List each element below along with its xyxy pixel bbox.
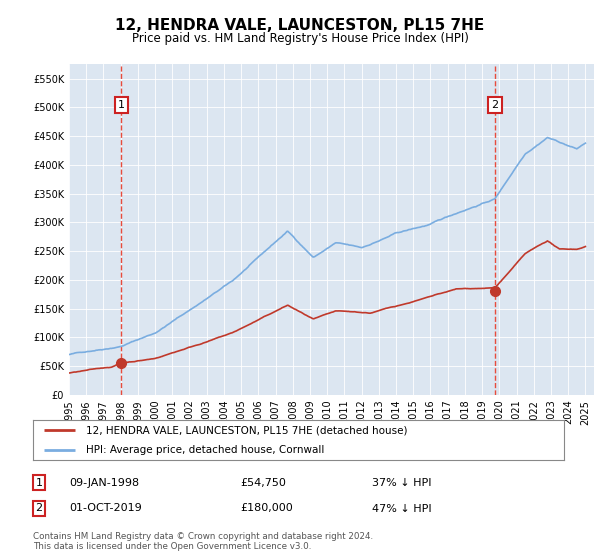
Text: 01-OCT-2019: 01-OCT-2019: [69, 503, 142, 514]
Text: HPI: Average price, detached house, Cornwall: HPI: Average price, detached house, Corn…: [86, 445, 325, 455]
Text: 2: 2: [491, 100, 499, 110]
Text: £54,750: £54,750: [240, 478, 286, 488]
Text: 47% ↓ HPI: 47% ↓ HPI: [372, 503, 431, 514]
Text: 09-JAN-1998: 09-JAN-1998: [69, 478, 139, 488]
Text: 1: 1: [35, 478, 43, 488]
Text: 37% ↓ HPI: 37% ↓ HPI: [372, 478, 431, 488]
Text: Price paid vs. HM Land Registry's House Price Index (HPI): Price paid vs. HM Land Registry's House …: [131, 32, 469, 45]
Text: 12, HENDRA VALE, LAUNCESTON, PL15 7HE (detached house): 12, HENDRA VALE, LAUNCESTON, PL15 7HE (d…: [86, 425, 407, 435]
Text: 12, HENDRA VALE, LAUNCESTON, PL15 7HE: 12, HENDRA VALE, LAUNCESTON, PL15 7HE: [115, 18, 485, 33]
Text: Contains HM Land Registry data © Crown copyright and database right 2024.
This d: Contains HM Land Registry data © Crown c…: [33, 532, 373, 552]
Text: 1: 1: [118, 100, 125, 110]
Text: 2: 2: [35, 503, 43, 514]
Text: £180,000: £180,000: [240, 503, 293, 514]
